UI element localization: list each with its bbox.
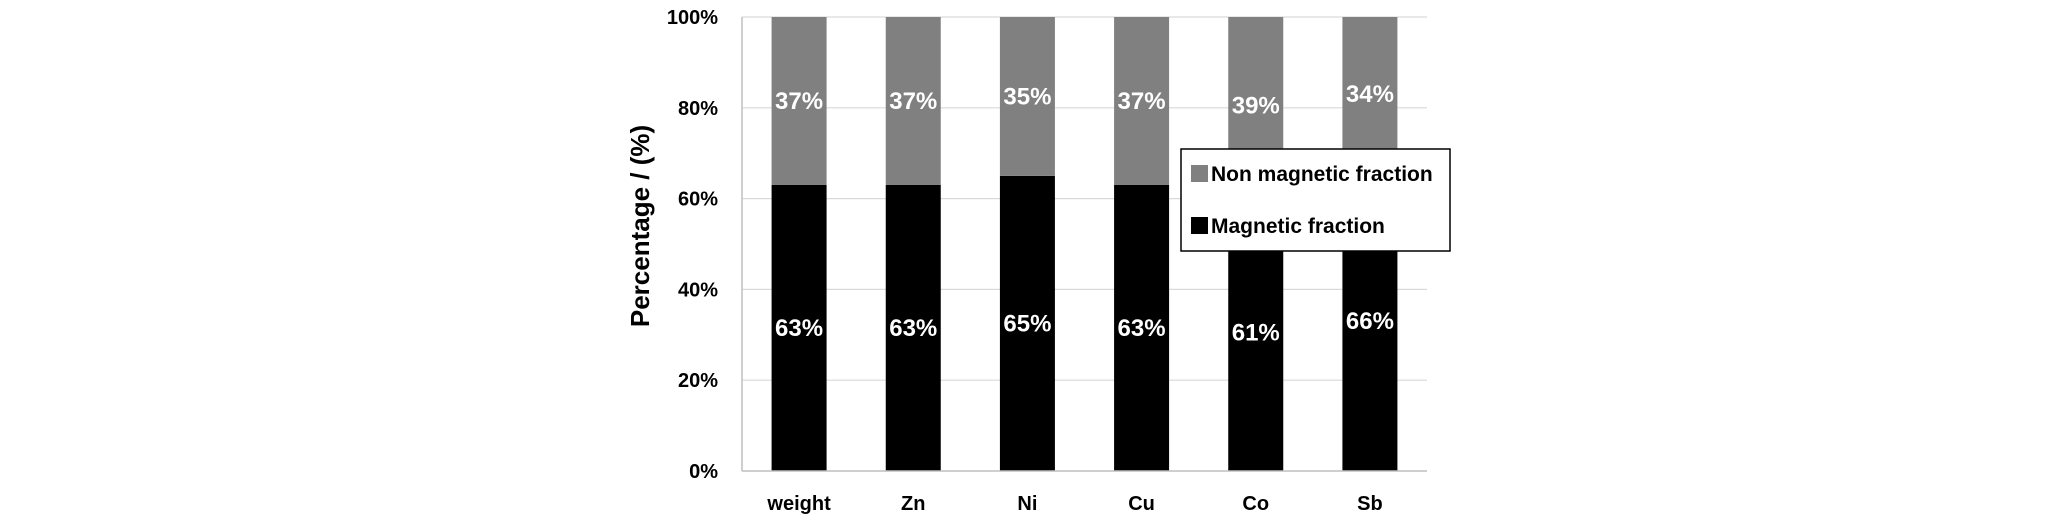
data-label: 63% <box>775 315 823 342</box>
bar-segment-non-magnetic <box>1114 17 1170 185</box>
data-label: 65% <box>1003 310 1051 337</box>
bar-segment-non-magnetic <box>1342 17 1398 172</box>
bar-segment-magnetic <box>771 184 827 472</box>
data-label: 63% <box>1118 315 1166 342</box>
x-tick-label: Co <box>1242 493 1269 515</box>
data-label: 34% <box>1346 81 1394 108</box>
y-axis-title: Percentage / (%) <box>625 125 655 327</box>
data-label: 39% <box>1232 93 1280 120</box>
data-label: 37% <box>775 88 823 115</box>
y-tick-label: 40% <box>678 279 718 301</box>
y-tick-label: 0% <box>689 461 718 483</box>
legend-swatch-non-magnetic <box>1191 165 1208 182</box>
x-tick-label: Zn <box>901 493 925 515</box>
bar-segment-non-magnetic <box>999 17 1055 176</box>
legend-swatch-magnetic <box>1191 217 1208 234</box>
data-label: 66% <box>1346 308 1394 335</box>
bar-segment-non-magnetic <box>771 17 827 185</box>
y-tick-label: 60% <box>678 189 718 211</box>
x-tick-label: Sb <box>1357 493 1383 515</box>
legend-label-non-magnetic: Non magnetic fraction <box>1211 163 1433 186</box>
data-label: 63% <box>889 315 937 342</box>
bar-segment-magnetic <box>1114 184 1170 472</box>
y-tick-label: 20% <box>678 370 718 392</box>
data-label: 37% <box>889 88 937 115</box>
bars: 63% 37% 63% 37% 65% 35% 63% 37% 61% 39% 66% 34% <box>771 17 1398 472</box>
x-tick-label: Ni <box>1017 493 1037 515</box>
y-tick-label: 80% <box>678 98 718 120</box>
y-tick-labels: 0% 20% 40% 60% 80% 100% <box>667 7 718 483</box>
bar-segment-magnetic <box>999 175 1055 471</box>
x-tick-labels: weight Zn Ni Cu Co Sb <box>766 493 1382 515</box>
y-tick-label: 100% <box>667 7 718 29</box>
bar-segment-non-magnetic <box>885 17 941 185</box>
legend: Non magnetic fraction Magnetic fraction <box>1180 148 1451 252</box>
legend-label-magnetic: Magnetic fraction <box>1211 215 1385 238</box>
data-label: 37% <box>1118 88 1166 115</box>
data-label: 35% <box>1003 83 1051 110</box>
axes <box>741 17 1427 472</box>
bar-segment-magnetic <box>885 184 941 472</box>
x-tick-label: Cu <box>1128 493 1155 515</box>
x-tick-label: weight <box>766 493 831 515</box>
gridlines <box>742 16 1427 381</box>
data-label: 61% <box>1232 320 1280 347</box>
legend-box <box>1180 148 1451 252</box>
